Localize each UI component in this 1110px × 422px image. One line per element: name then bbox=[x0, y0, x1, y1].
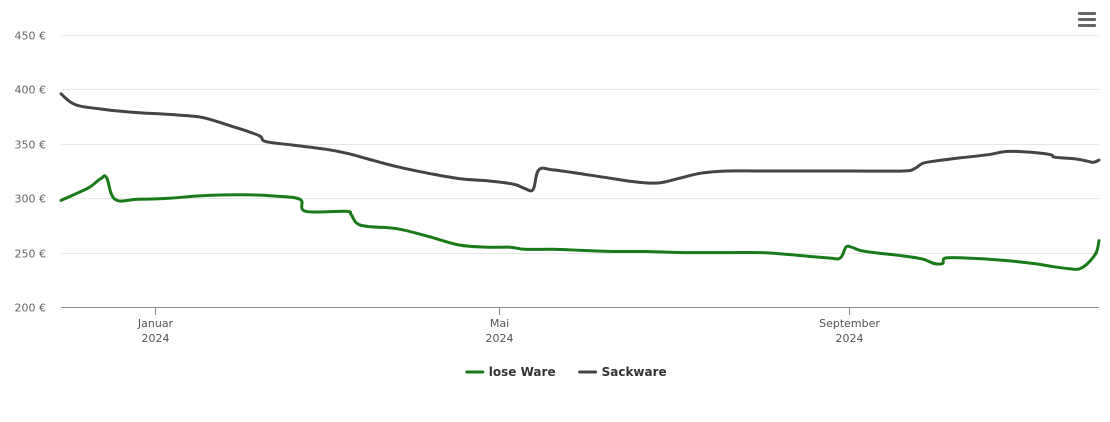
menu-bar bbox=[1078, 18, 1096, 21]
y-tick-label: 200 € bbox=[15, 302, 47, 315]
y-tick-label: 350 € bbox=[15, 139, 47, 152]
axes: 200 € 250 € 300 € 350 € 400 € 450 € Januar 2024… bbox=[15, 30, 1099, 345]
y-tick-label: 450 € bbox=[15, 30, 47, 43]
legend[interactable]: lose Ware Sackware bbox=[465, 365, 667, 379]
legend-item[interactable]: lose Ware bbox=[465, 365, 556, 379]
menu-bar bbox=[1078, 12, 1096, 15]
series-line-sackware bbox=[59, 92, 1101, 193]
x-tick-year-label: 2024 bbox=[142, 332, 170, 345]
legend-label: Sackware bbox=[602, 365, 667, 379]
legend-item[interactable]: Sackware bbox=[578, 365, 667, 379]
legend-label: lose Ware bbox=[489, 365, 556, 379]
x-tick-month-label: Januar bbox=[137, 317, 174, 330]
grid-lines bbox=[61, 35, 1099, 254]
hamburger-menu-icon[interactable] bbox=[1076, 12, 1098, 32]
y-tick-label: 250 € bbox=[15, 248, 47, 261]
y-tick-label: 400 € bbox=[15, 84, 47, 97]
series-lines bbox=[59, 92, 1101, 271]
x-tick-year-label: 2024 bbox=[486, 332, 514, 345]
x-tick-year-label: 2024 bbox=[836, 332, 864, 345]
series-line-lose-ware bbox=[59, 174, 1101, 271]
menu-bar bbox=[1078, 24, 1096, 27]
x-tick-month-label: September bbox=[819, 317, 880, 330]
x-tick-month-label: Mai bbox=[490, 317, 509, 330]
y-tick-label: 300 € bbox=[15, 193, 47, 206]
